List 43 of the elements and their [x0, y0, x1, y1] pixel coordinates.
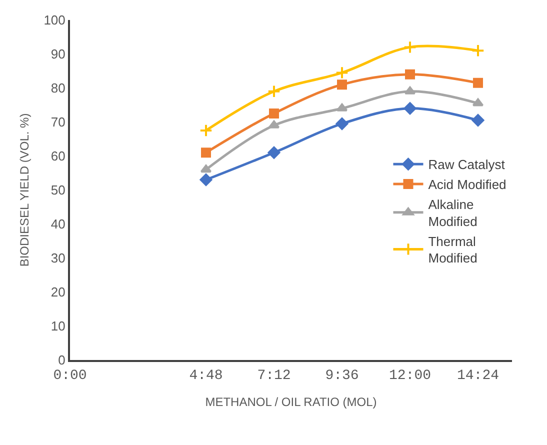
point	[404, 86, 416, 94]
y-tick-label: 50	[50, 182, 66, 198]
x-tick-label: 0:00	[53, 368, 87, 384]
point	[473, 78, 483, 88]
point	[268, 120, 280, 128]
legend-label: Alkaline Modified	[428, 197, 478, 229]
legend-label: Raw Catalyst	[428, 157, 506, 172]
x-tick-label: 4:48	[189, 368, 223, 384]
y-tick-label: 70	[50, 114, 66, 130]
point	[200, 164, 212, 173]
y-axis-title: BIODIESEL YIELD (VOL. %)	[17, 113, 32, 267]
x-tick-label: 12:00	[388, 368, 432, 384]
y-tick-label: 100	[44, 12, 66, 28]
x-tick-label: 7:12	[257, 368, 291, 384]
point	[268, 146, 280, 159]
point	[200, 174, 212, 186]
x-axis-title: METHANOL / OIL RATIO (MOL)	[205, 395, 377, 410]
y-tick-label: 60	[50, 148, 66, 164]
point	[337, 80, 347, 90]
point	[403, 40, 417, 54]
point	[336, 103, 348, 112]
y-tick-label: 90	[50, 46, 66, 62]
point	[472, 114, 484, 126]
y-tick-label: 10	[50, 318, 66, 334]
y-tick-label: 40	[50, 216, 66, 232]
point	[336, 118, 348, 130]
y-tick-label: 0	[58, 352, 66, 368]
legend-label: Acid Modified	[428, 177, 506, 192]
point	[405, 69, 415, 80]
legend-label: Thermal Modified	[428, 234, 478, 266]
point	[267, 84, 281, 98]
point	[404, 102, 416, 115]
y-tick-label: 80	[50, 80, 66, 96]
point	[335, 66, 349, 80]
point	[472, 98, 484, 106]
x-tick-label: 9:36	[325, 368, 359, 384]
y-tick-label: 30	[50, 250, 66, 266]
x-tick-label: 14:24	[456, 368, 500, 384]
y-tick-label: 20	[50, 284, 66, 300]
point	[471, 44, 485, 58]
point	[269, 108, 279, 118]
point	[201, 148, 211, 158]
point	[199, 124, 213, 138]
